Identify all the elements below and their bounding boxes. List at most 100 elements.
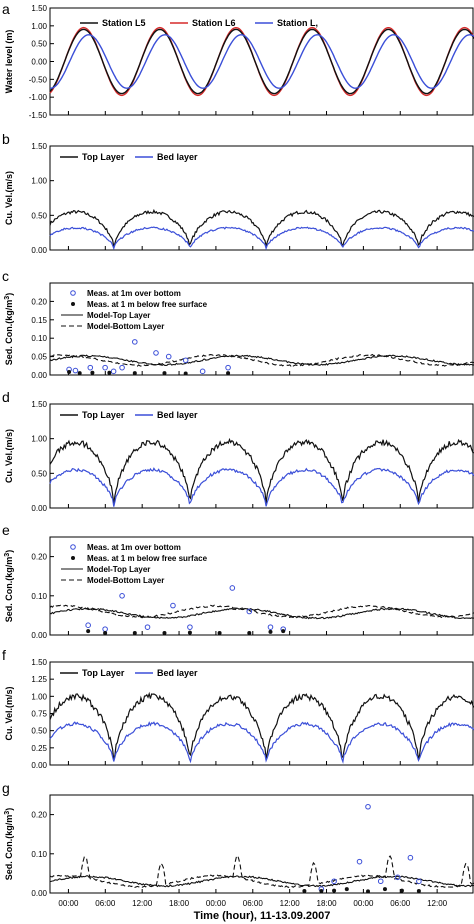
legend-label: Meas. at 1m over bottom	[87, 289, 181, 298]
legend-swatch	[71, 556, 75, 560]
point-meas-top	[332, 888, 337, 893]
y-tick-label: 0.50	[31, 211, 47, 220]
x-tick-label: 12:00	[132, 899, 153, 908]
point-meas-top	[77, 371, 82, 376]
panel-letter: g	[2, 780, 10, 796]
point-meas-bottom	[132, 339, 138, 345]
point-meas-top	[103, 631, 108, 636]
point-meas-bottom	[365, 803, 371, 810]
point-meas-bottom	[102, 626, 108, 632]
point-meas-bottom	[119, 364, 125, 371]
x-tick-label: 06:00	[243, 899, 264, 908]
panel-letter: b	[2, 131, 10, 147]
panel-frame	[49, 403, 474, 509]
series-top-layer	[49, 208, 474, 249]
point-meas-top	[162, 371, 167, 376]
series-model-bottom-layer	[49, 604, 474, 619]
x-tick-label: 06:00	[390, 899, 411, 908]
y-tick-label: 0.10	[31, 592, 47, 601]
y-tick-label: 0.20	[31, 553, 47, 562]
panel-letter: c	[2, 268, 9, 284]
y-tick-label: 0.15	[31, 316, 47, 325]
x-axis: 00:00 06:00 12:00 18:00 00:00 06:00 12:00 18:00…	[58, 899, 447, 908]
y-axis-label: Cu. Vel.(m/s)	[4, 686, 14, 740]
point-meas-bottom	[170, 602, 176, 609]
y-axis-label: Cu. Vel.(m/s)	[4, 171, 14, 225]
point-meas-bottom	[377, 878, 384, 885]
x-tick-label: 12:00	[280, 899, 301, 908]
y-tick-label: 0.25	[31, 744, 47, 753]
point-meas-bottom	[267, 624, 274, 630]
series-station-l5	[49, 28, 474, 95]
y-tick-label: 0.75	[31, 710, 47, 719]
panel-e: e Sed. Con.(kg/m3) 0.20 0.10 0.00 Meas. at 1m…	[2, 522, 474, 640]
legend-label: Station L,	[277, 18, 318, 28]
y-tick-label: 0.50	[31, 40, 47, 49]
legend-swatch	[71, 302, 75, 306]
point-meas-top	[416, 889, 421, 894]
panel-a: a Water level (m) 1.50 1.00 0.50 0.00 -0.50 -1.…	[2, 1, 474, 120]
series-station-l-	[50, 34, 474, 89]
point-meas-bottom	[72, 367, 79, 374]
point-meas-top	[132, 631, 137, 636]
point-meas-bottom	[331, 878, 337, 885]
series-bed-layer	[49, 467, 474, 507]
y-tick-label: 0.10	[31, 850, 47, 859]
series-model-top-layer	[49, 354, 474, 366]
y-tick-label: -1.50	[29, 111, 48, 120]
y-axis-label: Water level (m)	[4, 30, 14, 94]
point-meas-top	[302, 889, 307, 894]
y-tick-label: 1.50	[31, 142, 47, 151]
point-meas-top	[217, 631, 222, 636]
point-meas-top	[183, 371, 188, 376]
series-model-bottom-layer	[49, 353, 474, 367]
point-meas-top	[344, 887, 349, 892]
legend-label: Top Layer	[82, 668, 125, 678]
y-tick-label: 0.10	[31, 334, 47, 343]
point-meas-bottom	[153, 350, 159, 356]
panel-frame	[49, 145, 474, 251]
panel-d: d Cu. Vel.(m/s) 1.50 1.00 0.50 0.00 Top Layer B…	[2, 389, 474, 513]
y-tick-label: 1.25	[31, 675, 47, 684]
panel-frame	[49, 536, 474, 636]
y-axis-label: Sed. Con.(kg/m3)	[4, 293, 14, 365]
y-tick-label: 1.50	[31, 400, 47, 409]
y-axis-label: Sed. Con.(kg/m3)	[4, 550, 14, 622]
point-meas-bottom	[182, 357, 189, 364]
y-tick-label: -1.00	[29, 93, 48, 102]
point-meas-top	[90, 370, 95, 375]
point-meas-bottom	[87, 364, 94, 371]
series-model-top-layer	[49, 875, 474, 888]
y-tick-label: 0.20	[31, 811, 47, 820]
point-meas-top	[187, 630, 192, 635]
panel-c: c Sed. Con.(kg/m3) 0.20 0.15 0.10 0.05 0.00 Mea…	[2, 268, 474, 380]
point-meas-top	[268, 629, 273, 634]
y-axis-label: Cu. Vel.(m/s)	[4, 429, 14, 483]
y-tick-label: 0.05	[31, 353, 47, 362]
x-tick-label: 00:00	[58, 899, 79, 908]
panel-letter: e	[2, 522, 10, 538]
point-meas-top	[67, 370, 72, 375]
x-tick-label: 00:00	[206, 899, 227, 908]
y-tick-label: 0.00	[31, 889, 47, 898]
point-meas-top	[281, 629, 286, 634]
legend-label: Model-Bottom Layer	[87, 576, 164, 585]
y-tick-label: 0.50	[31, 469, 47, 478]
series-model-top-layer	[49, 607, 474, 620]
series-model-bottom-layer	[49, 855, 474, 889]
legend-label: Meas. at 1 m below free surface	[87, 300, 208, 309]
point-meas-bottom	[246, 608, 253, 615]
point-meas-bottom	[407, 854, 414, 861]
y-tick-label: 1.50	[31, 4, 47, 13]
y-tick-label: 1.00	[31, 177, 47, 186]
y-tick-label: 0.20	[31, 297, 47, 306]
point-meas-top	[132, 371, 137, 376]
point-meas-bottom	[187, 624, 193, 630]
point-meas-bottom	[102, 364, 108, 371]
panel-letter: f	[2, 647, 6, 663]
legend-swatch	[70, 544, 76, 550]
y-tick-label: 1.00	[31, 692, 47, 701]
point-meas-bottom	[416, 878, 422, 885]
y-tick-label: 1.50	[31, 658, 47, 667]
